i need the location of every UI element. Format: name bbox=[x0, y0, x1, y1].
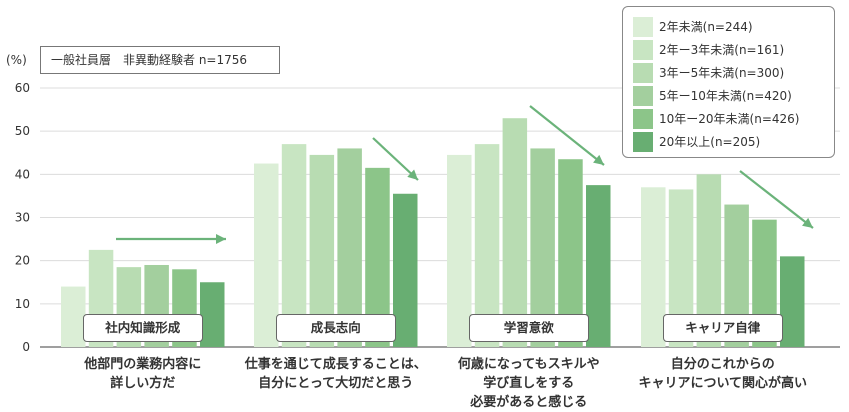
group-label-growth-orientation: 成長志向 bbox=[275, 314, 396, 342]
arrow-head bbox=[593, 154, 604, 165]
group-label-career-autonomy: キャリア自律 bbox=[662, 314, 783, 342]
bar bbox=[200, 282, 225, 347]
group-label-internal-knowledge: 社内知識形成 bbox=[82, 314, 203, 342]
legend-item: 2年ー3年未満(n=161) bbox=[633, 38, 834, 61]
y-tick-label: 50 bbox=[15, 124, 30, 138]
arrow-head bbox=[407, 169, 418, 180]
arrow-head bbox=[802, 217, 813, 228]
bar bbox=[61, 286, 86, 347]
group-label-learning-motivation: 学習意欲 bbox=[468, 314, 589, 342]
category-line: 自分のこれからの bbox=[670, 357, 775, 372]
legend-item: 20年以上(n=205) bbox=[633, 130, 834, 153]
legend-label: 5年ー10年未満(n=420) bbox=[659, 89, 792, 103]
category-line: 何歳になってもスキルや bbox=[457, 357, 600, 372]
category-line: 詳しい方だ bbox=[110, 376, 176, 391]
trend-arrow bbox=[116, 234, 226, 244]
y-tick-label: 60 bbox=[15, 81, 30, 95]
category-line: 学び直しをする bbox=[483, 376, 575, 391]
legend-swatch bbox=[633, 108, 653, 129]
legend-swatch bbox=[633, 131, 653, 152]
arrow-shaft bbox=[739, 170, 814, 229]
category-label-career-autonomy: 自分のこれからの キャリアについて関心が高い bbox=[623, 355, 823, 393]
bar bbox=[586, 185, 611, 347]
y-tick-label: 40 bbox=[15, 167, 30, 181]
bar bbox=[530, 148, 555, 347]
legend-label: 3年ー5年未満(n=300) bbox=[659, 66, 785, 80]
trend-arrow bbox=[529, 105, 605, 166]
legend-swatch bbox=[633, 62, 653, 83]
category-label-growth-orientation: 仕事を通じて成長することは、 自分にとって大切だと思う bbox=[236, 355, 436, 393]
y-tick-label: 30 bbox=[15, 211, 30, 225]
sample-description: 一般社員層 非異動経験者 n=1756 bbox=[40, 46, 280, 74]
bar bbox=[281, 144, 307, 347]
legend-item: 10年ー20年未満(n=426) bbox=[633, 107, 834, 130]
category-label-internal-knowledge: 他部門の業務内容に 詳しい方だ bbox=[43, 355, 243, 393]
y-axis-ticks: 0 10 20 30 40 50 60 bbox=[15, 81, 30, 354]
category-label-learning-motivation: 何歳になってもスキルや 学び直しをする 必要があると感じる bbox=[429, 355, 629, 412]
category-line: 自分にとって大切だと思う bbox=[258, 376, 414, 391]
legend-item: 5年ー10年未満(n=420) bbox=[633, 84, 834, 107]
y-tick-label: 20 bbox=[15, 254, 30, 268]
legend-label: 2年未満(n=244) bbox=[659, 20, 753, 34]
bar bbox=[254, 163, 279, 347]
legend-item: 3年ー5年未満(n=300) bbox=[633, 61, 834, 84]
category-line: キャリアについて関心が高い bbox=[638, 376, 808, 391]
bar bbox=[337, 148, 362, 347]
arrow-shaft bbox=[372, 137, 419, 181]
trend-arrow bbox=[739, 170, 814, 229]
bar bbox=[393, 193, 418, 347]
arrow-head bbox=[216, 234, 226, 244]
bar bbox=[474, 144, 500, 347]
legend-label: 20年以上(n=205) bbox=[659, 135, 761, 149]
legend-label: 2年ー3年未満(n=161) bbox=[659, 43, 785, 57]
y-tick-label: 0 bbox=[22, 340, 30, 354]
y-tick-label: 10 bbox=[15, 297, 30, 311]
category-line: 必要があると感じる bbox=[470, 395, 588, 410]
legend-swatch bbox=[633, 39, 653, 60]
legend: 2年未満(n=244) 2年ー3年未満(n=161) 3年ー5年未満(n=300… bbox=[622, 6, 835, 158]
bar bbox=[780, 256, 805, 347]
category-line: 仕事を通じて成長することは、 bbox=[244, 357, 427, 372]
legend-swatch bbox=[633, 85, 653, 106]
arrow-shaft bbox=[529, 105, 605, 166]
bar bbox=[502, 118, 528, 347]
legend-item: 2年未満(n=244) bbox=[633, 15, 834, 38]
bar bbox=[447, 154, 472, 347]
legend-swatch bbox=[633, 16, 653, 37]
category-line: 他部門の業務内容に bbox=[84, 357, 202, 372]
bar bbox=[641, 187, 666, 347]
trend-arrows bbox=[116, 105, 814, 244]
y-axis-unit-label: (%) bbox=[6, 53, 27, 67]
trend-arrow bbox=[372, 137, 419, 181]
legend-label: 10年ー20年未満(n=426) bbox=[659, 112, 800, 126]
